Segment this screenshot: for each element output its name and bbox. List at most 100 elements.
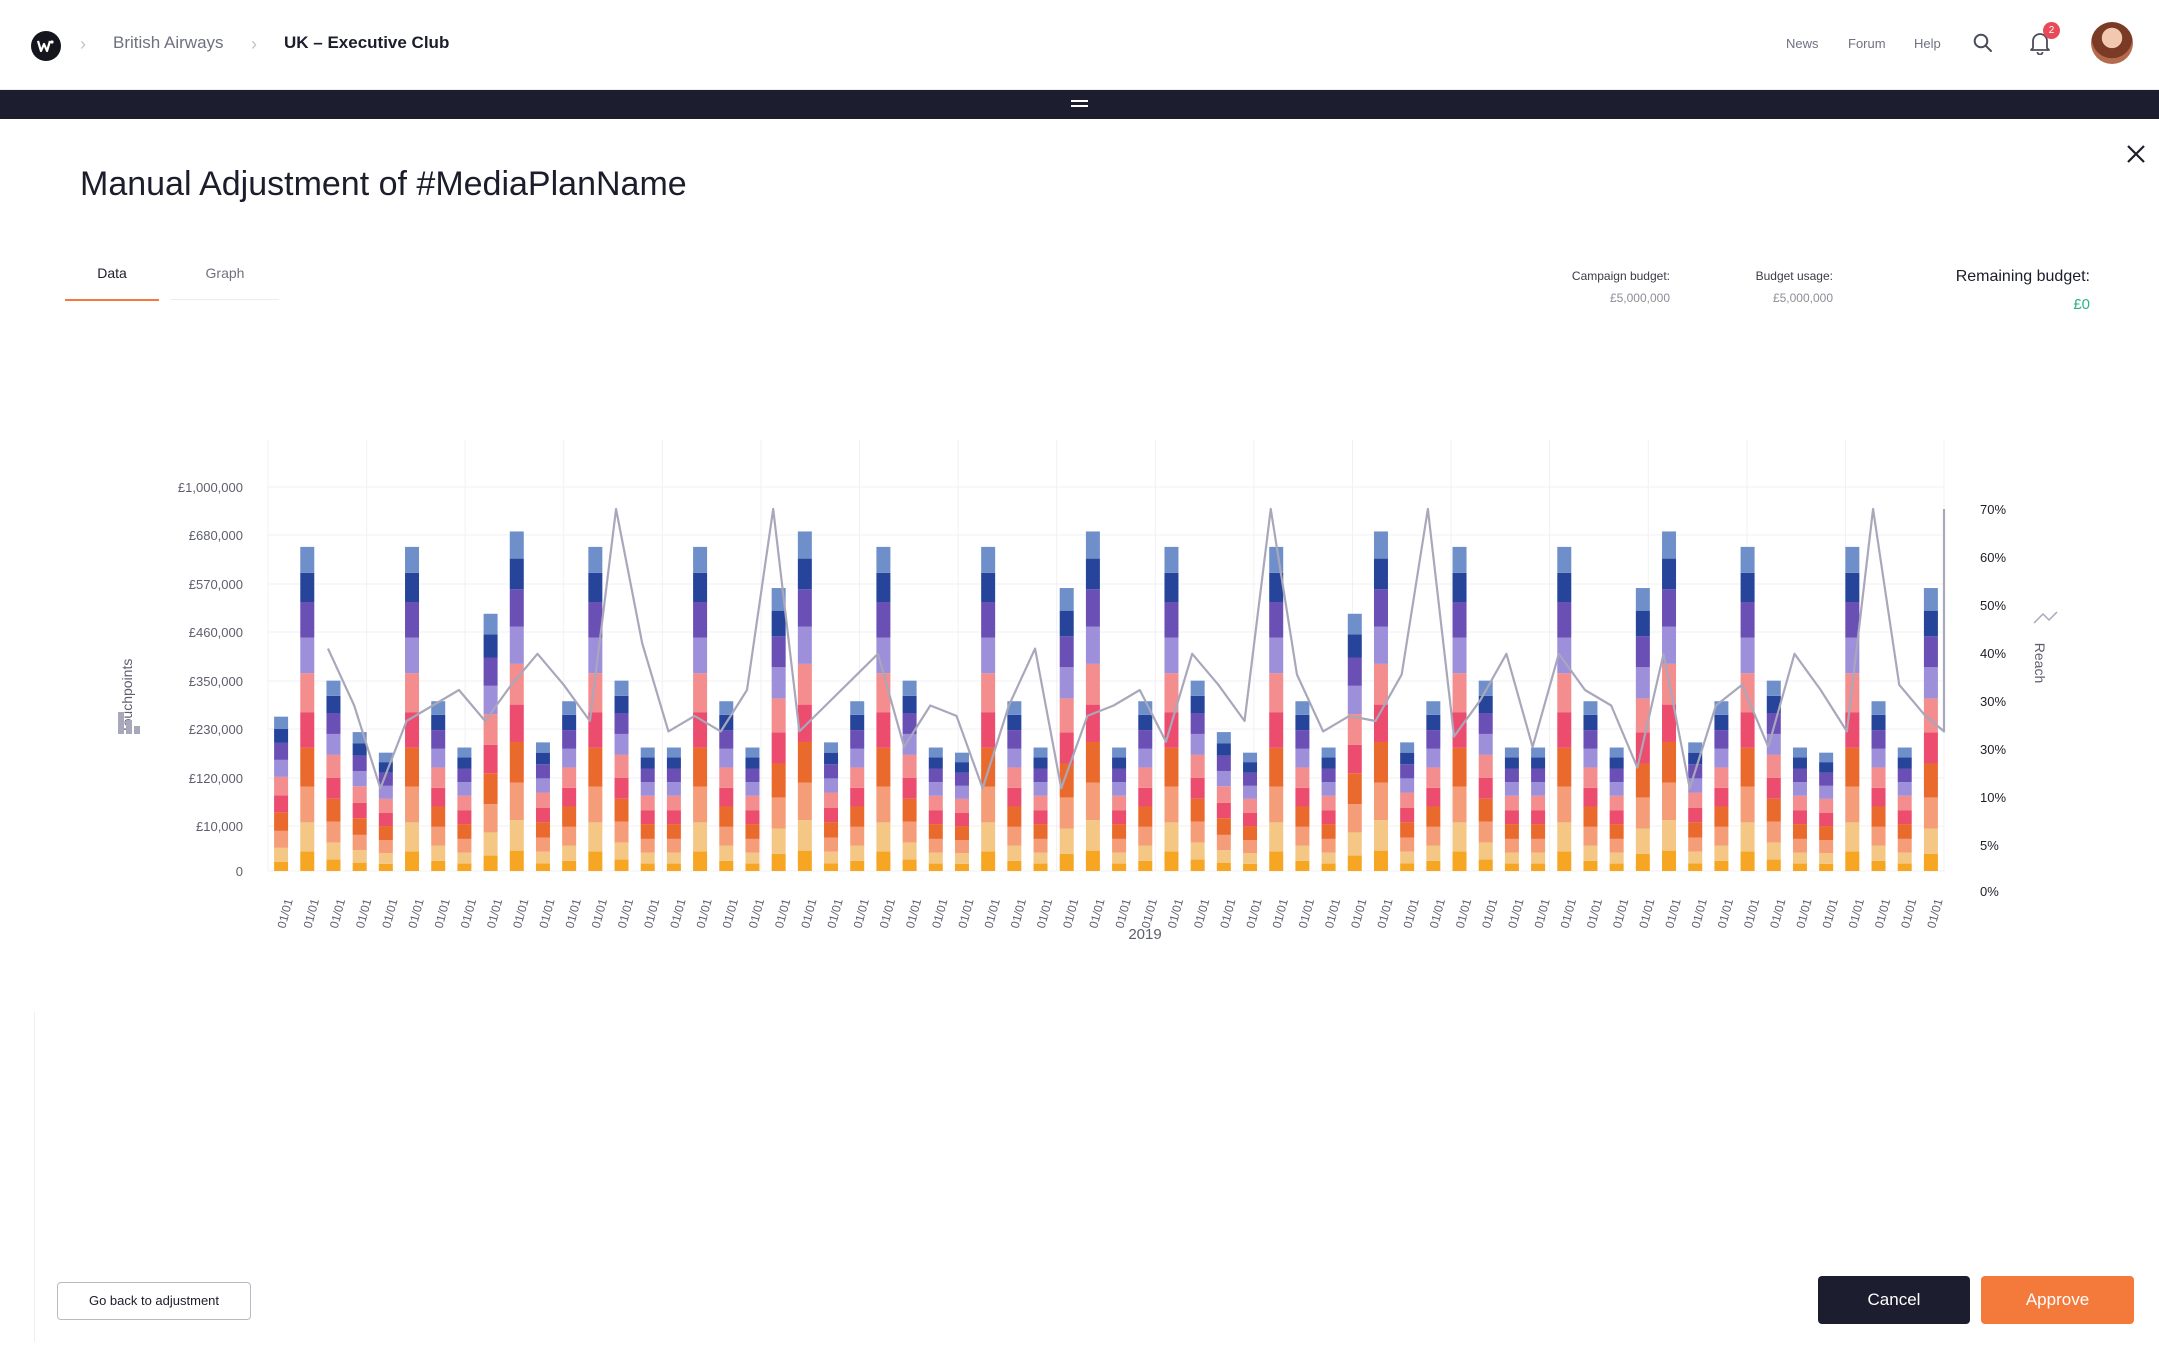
bar-segment	[1243, 785, 1258, 799]
y-tick-label: £230,000	[189, 722, 243, 737]
bar-segment	[1557, 572, 1572, 602]
bar-segment	[1792, 768, 1807, 783]
nav-link-help[interactable]: Help	[1914, 36, 1941, 51]
y-tick-label: £10,000	[196, 819, 243, 834]
bar-segment	[771, 698, 786, 733]
bar-segment	[771, 828, 786, 855]
bar-segment	[1845, 822, 1860, 852]
bar-segment	[1583, 806, 1598, 827]
bar-segment	[274, 795, 289, 813]
breadcrumb-client[interactable]: British Airways	[113, 33, 224, 52]
bar-segment	[300, 546, 315, 573]
drag-handle-icon[interactable]	[1071, 100, 1088, 109]
bar-segment	[457, 863, 472, 871]
bar-segment	[1085, 558, 1100, 590]
bar-segment	[1033, 782, 1048, 796]
bar-segment	[562, 787, 577, 807]
user-avatar[interactable]	[2091, 22, 2133, 64]
bar-segment	[483, 804, 498, 833]
bar-segment	[1662, 741, 1677, 783]
bar-segment	[1190, 859, 1205, 871]
bar-segment	[954, 785, 969, 799]
bar-segment	[352, 755, 367, 771]
bar-segment	[1321, 824, 1336, 839]
panel-collapse-bar[interactable]	[0, 90, 2159, 119]
bar-segment	[1688, 863, 1703, 871]
bar-segment	[850, 714, 865, 731]
x-tick-label: 01/01	[301, 897, 322, 930]
bar-segment	[1897, 768, 1912, 783]
bar-segment	[1007, 860, 1022, 871]
y-tick-label: £460,000	[189, 625, 243, 640]
y-tick-label: £680,000	[189, 528, 243, 543]
bar-segment	[745, 863, 760, 871]
bar-segment	[1871, 748, 1886, 768]
bar-segment	[562, 826, 577, 846]
approve-button[interactable]: Approve	[1981, 1276, 2134, 1324]
x-tick-label: 01/01	[1558, 897, 1579, 930]
bar-segment	[1897, 838, 1912, 853]
bar-segment	[1714, 806, 1729, 827]
bar-segment	[535, 851, 550, 864]
bar-segment	[1531, 795, 1546, 811]
cancel-button[interactable]: Cancel	[1818, 1276, 1970, 1324]
bar-segment	[457, 782, 472, 796]
touchpoints-reach-chart: £1,000,000 £680,000 £570,000 £460,000 £350,0…	[0, 420, 2159, 965]
bar-segment	[1216, 770, 1231, 787]
x-tick-label: 01/01	[1060, 897, 1081, 930]
nav-link-forum[interactable]: Forum	[1848, 36, 1886, 51]
y-tick-label: £570,000	[189, 577, 243, 592]
bar-segment	[928, 863, 943, 871]
bar-segment	[1190, 680, 1205, 696]
bar-segment	[954, 863, 969, 871]
bell-icon[interactable]	[2029, 31, 2051, 60]
tab-data[interactable]: Data	[65, 250, 159, 301]
x-tick-label: 01/01	[1374, 897, 1395, 930]
bar-segment	[902, 821, 917, 843]
close-icon[interactable]	[2125, 143, 2147, 165]
tab-graph[interactable]: Graph	[171, 250, 279, 300]
bar-segment	[274, 776, 289, 796]
bar-segment	[850, 826, 865, 846]
x-tick-label: 01/01	[693, 897, 714, 930]
bar-segment	[1190, 695, 1205, 714]
bar-segment	[1478, 859, 1493, 871]
x-tick-label: 01/01	[798, 897, 819, 930]
bar-segment	[405, 822, 420, 852]
bar-segment	[457, 768, 472, 783]
bar-segment	[1452, 546, 1467, 573]
bar-segment	[928, 757, 943, 769]
bar-segment	[1819, 772, 1834, 786]
bar-segment	[326, 713, 341, 734]
bar-segment	[1164, 601, 1179, 638]
bar-segment	[1400, 742, 1415, 753]
bar-segment	[1504, 838, 1519, 853]
search-icon[interactable]	[1973, 33, 1993, 58]
x-tick-label: 01/01	[432, 897, 453, 930]
go-back-button[interactable]: Go back to adjustment	[57, 1282, 251, 1320]
bar-segment	[1557, 822, 1572, 852]
bar-segment	[509, 820, 524, 851]
bar-segment	[1190, 754, 1205, 778]
bar-segment	[562, 714, 577, 731]
bar-segment	[928, 747, 943, 758]
bar-segment	[1347, 832, 1362, 856]
bar-segment	[954, 762, 969, 773]
bar-segment	[1112, 863, 1127, 871]
bar-segment	[1871, 860, 1886, 871]
bar-segment	[1243, 772, 1258, 786]
bar-segment	[1295, 826, 1310, 846]
bar-segment	[1033, 795, 1048, 811]
breadcrumb-campaign[interactable]: UK – Executive Club	[284, 33, 450, 52]
nav-link-news[interactable]: News	[1786, 36, 1819, 51]
bar-segment	[588, 786, 603, 823]
bar-segment	[1112, 782, 1127, 796]
bar-segment	[1714, 714, 1729, 731]
x-tick-label: 01/01	[1322, 897, 1343, 930]
brand-logo-icon[interactable]	[31, 31, 61, 61]
bar-segment	[1714, 767, 1729, 788]
bar-segment	[1373, 558, 1388, 590]
bar-segment	[666, 782, 681, 796]
bar-segment	[693, 572, 708, 602]
bar-segment	[405, 786, 420, 823]
